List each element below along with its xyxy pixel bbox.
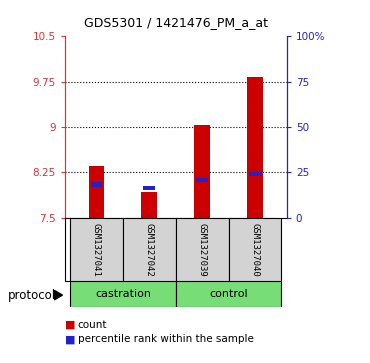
Text: GDS5301 / 1421476_PM_a_at: GDS5301 / 1421476_PM_a_at [84,16,268,29]
Bar [91,183,102,187]
Bar [249,172,261,176]
Text: ■: ■ [65,320,75,330]
FancyBboxPatch shape [123,218,176,281]
Text: control: control [209,289,248,299]
FancyBboxPatch shape [176,281,282,307]
FancyBboxPatch shape [70,218,123,281]
Text: ■: ■ [65,334,75,344]
FancyBboxPatch shape [65,218,276,281]
FancyBboxPatch shape [176,218,229,281]
Text: castration: castration [95,289,151,299]
Bar [247,77,263,218]
Text: GSM1327039: GSM1327039 [198,223,207,277]
Bar [141,192,157,218]
Text: protocol: protocol [7,289,56,302]
Bar [194,125,210,218]
Bar [88,166,104,218]
FancyBboxPatch shape [70,281,176,307]
FancyBboxPatch shape [229,218,282,281]
Bar [143,186,155,190]
Text: GSM1327042: GSM1327042 [145,223,154,277]
Text: GSM1327040: GSM1327040 [250,223,259,277]
Polygon shape [54,290,63,300]
Text: percentile rank within the sample: percentile rank within the sample [78,334,253,344]
Text: count: count [78,320,107,330]
Bar [196,178,208,182]
Text: GSM1327041: GSM1327041 [92,223,101,277]
